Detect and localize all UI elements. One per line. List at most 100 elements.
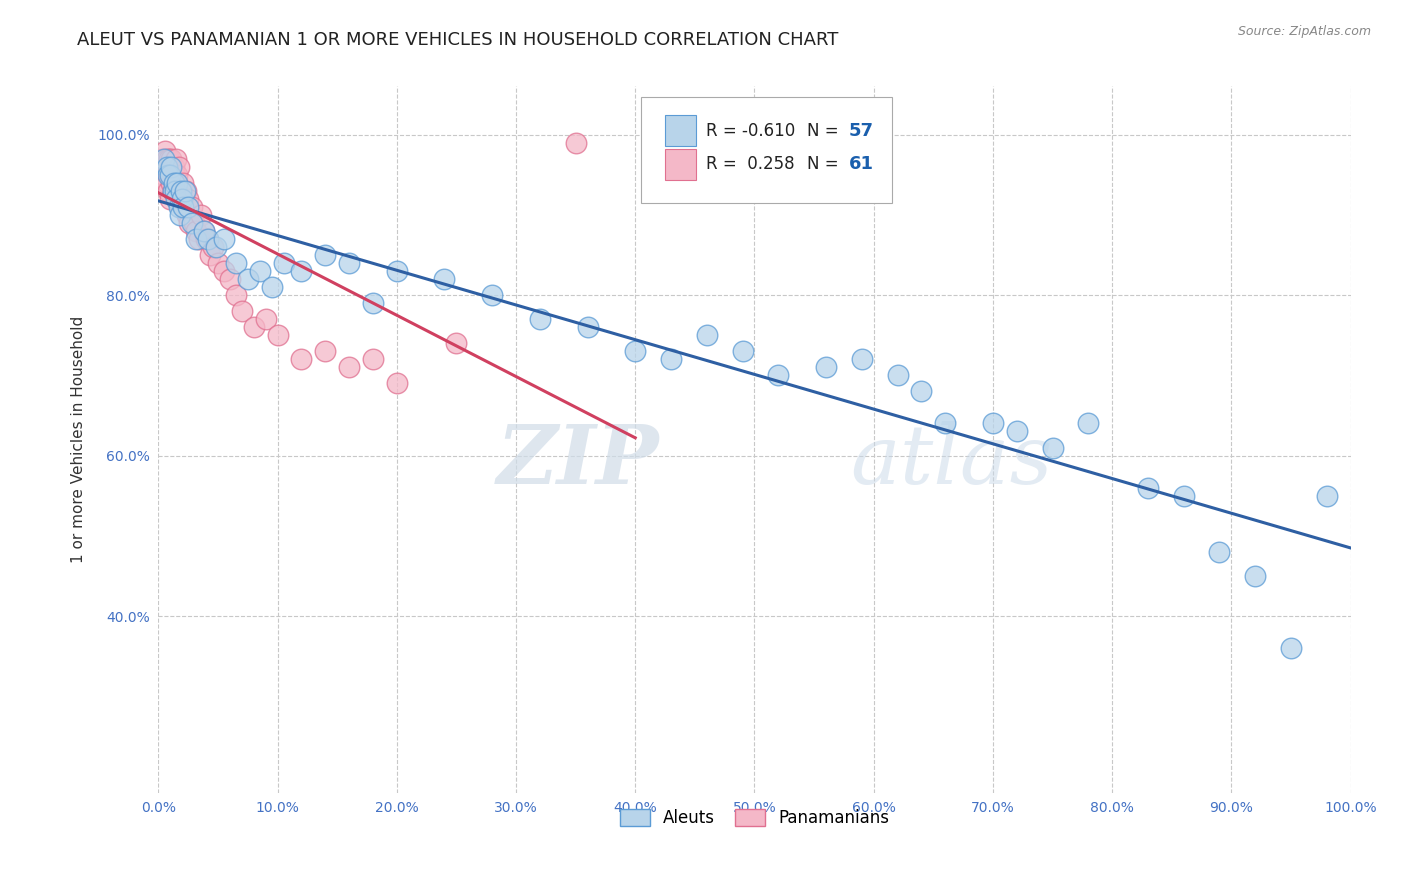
Point [981,417,1004,431]
Point [165,176,187,190]
Point [157,152,180,166]
Point [165,152,187,166]
Point [163,160,186,174]
Point [156,152,179,166]
Point [202,240,225,254]
Point [156,168,179,182]
Point [180,216,202,230]
Point [187,232,209,246]
Point [177,200,200,214]
Point [337,256,360,270]
Point [166,168,188,182]
Point [197,232,219,246]
Point [254,312,277,326]
Point [385,376,408,391]
Point [159,192,181,206]
Point [212,232,235,246]
Point [193,224,215,238]
FancyBboxPatch shape [665,148,696,179]
Text: 57: 57 [849,122,873,140]
Text: ZIP: ZIP [496,421,659,500]
Point [361,352,384,367]
Point [173,200,195,214]
Point [167,200,190,214]
Point [160,152,183,166]
Text: N =: N = [807,155,844,173]
Point [167,160,190,174]
Text: N =: N = [807,122,844,140]
Point [162,184,184,198]
Point [236,272,259,286]
Point [156,176,179,190]
Point [1208,545,1230,559]
Point [1077,417,1099,431]
Point [169,184,191,198]
Point [934,417,956,431]
Point [156,160,179,174]
Point [150,152,173,166]
Point [576,320,599,334]
Point [167,184,190,198]
Point [564,136,586,150]
Point [162,168,184,182]
Point [851,352,873,367]
Point [204,240,226,254]
Point [207,256,229,270]
Point [166,192,188,206]
Point [624,344,647,359]
Point [165,192,187,206]
Point [162,184,184,198]
Point [179,216,201,230]
Point [177,192,200,206]
Point [155,144,177,158]
Point [195,232,218,246]
Point [314,344,336,359]
Point [153,152,176,166]
Point [385,264,408,278]
Point [696,328,718,343]
FancyBboxPatch shape [641,97,891,202]
Point [198,248,221,262]
Point [260,280,283,294]
Point [163,176,186,190]
Point [190,208,212,222]
Point [155,160,177,174]
Point [186,224,208,238]
Point [163,184,186,198]
Point [1244,569,1267,583]
Point [212,264,235,278]
Point [814,360,837,375]
Point [249,264,271,278]
Point [1042,441,1064,455]
Point [290,264,312,278]
Point [446,336,468,351]
Point [172,192,194,206]
Point [173,184,195,198]
Point [153,152,176,166]
Point [314,248,336,262]
Point [180,200,202,214]
Point [152,160,174,174]
Point [193,224,215,238]
Point [172,176,194,190]
Text: ALEUT VS PANAMANIAN 1 OR MORE VEHICLES IN HOUSEHOLD CORRELATION CHART: ALEUT VS PANAMANIAN 1 OR MORE VEHICLES I… [77,31,839,49]
Point [659,352,682,367]
Point [910,384,932,399]
Point [225,256,247,270]
Y-axis label: 1 or more Vehicles in Household: 1 or more Vehicles in Household [72,316,86,563]
Point [163,176,186,190]
Point [174,184,197,198]
Point [1279,641,1302,656]
Point [290,352,312,367]
Point [156,160,179,174]
Point [337,360,360,375]
Point [156,184,179,198]
Text: atlas: atlas [849,421,1052,500]
Point [169,208,191,222]
Point [170,192,193,206]
Point [886,368,908,383]
Point [186,232,208,246]
Point [273,256,295,270]
Point [433,272,456,286]
Point [172,192,194,206]
